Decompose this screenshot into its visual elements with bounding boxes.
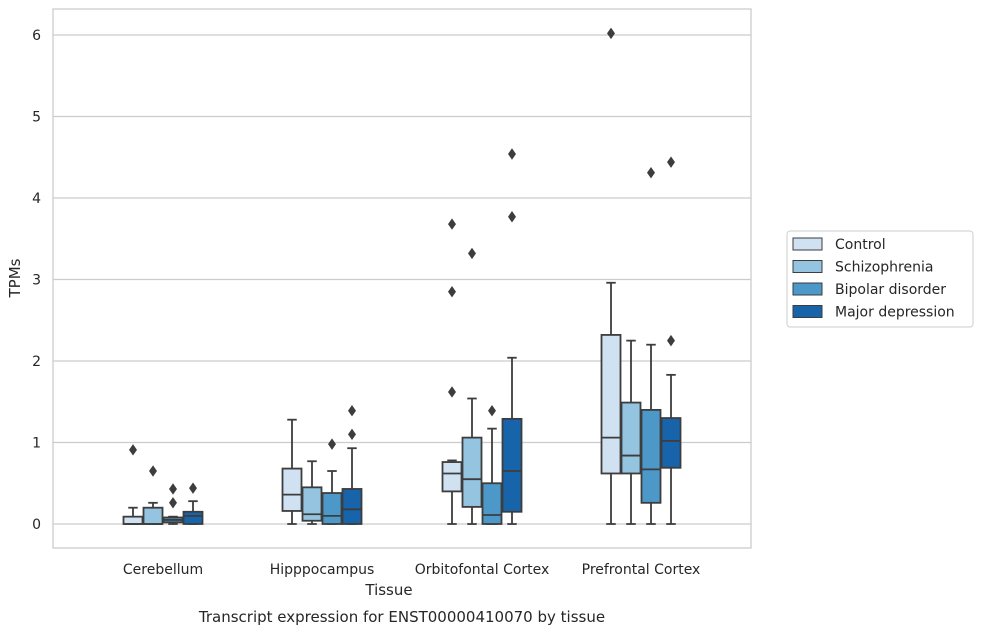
x-tick-label: Cerebellum: [123, 562, 203, 578]
box-group: [281, 418, 303, 525]
outlier-point: [448, 286, 456, 298]
series-bipolar-disorder: [162, 167, 662, 525]
outlier-point: [607, 27, 615, 40]
outlier-point: [348, 428, 356, 441]
outlier-point: [169, 497, 177, 509]
outlier-point: [348, 405, 356, 417]
box: [341, 488, 363, 525]
box: [122, 515, 144, 525]
box-group: [182, 482, 204, 525]
box: [441, 461, 463, 493]
box-group: [501, 148, 523, 525]
outlier-point: [189, 482, 197, 494]
x-tick-label: Orbitofontal Cortex: [415, 562, 550, 578]
x-axis-label: Tissue: [364, 581, 412, 599]
y-tick-label: 2: [32, 354, 41, 370]
box-group: [600, 27, 622, 525]
y-tick-labels: 0 1 2 3 4 5 6: [32, 28, 41, 533]
legend-label: Bipolar disorder: [835, 282, 946, 298]
outlier-point: [149, 465, 157, 477]
y-tick-label: 6: [32, 28, 41, 44]
y-tick-label: 3: [32, 273, 41, 289]
outlier-point: [468, 247, 476, 260]
series-major-depression: [182, 148, 682, 525]
x-tick-label: Hipppocampus: [270, 562, 375, 578]
legend-swatch: [792, 237, 823, 251]
outlier-point: [508, 211, 516, 223]
chart-caption: Transcript expression for ENST0000041007…: [198, 608, 605, 626]
y-axis-label: TPMs: [6, 258, 24, 298]
outlier-point: [667, 334, 675, 347]
outlier-point: [328, 438, 336, 450]
box-group: [162, 483, 184, 525]
box: [501, 417, 523, 513]
series-control: [122, 27, 622, 525]
legend-label: Control: [835, 237, 886, 253]
box-group: [301, 460, 323, 525]
box-group: [461, 247, 483, 525]
y-tick-label: 4: [32, 191, 41, 207]
box-group: [142, 465, 164, 525]
box-group: [481, 405, 503, 525]
legend-swatch: [792, 305, 823, 318]
y-tick-label: 1: [32, 436, 41, 452]
plot-area-frame: [52, 8, 752, 549]
box: [321, 492, 343, 525]
box-group: [321, 438, 343, 525]
legend-frame: [786, 230, 974, 328]
x-tick-labels: Cerebellum Hipppocampus Orbitofontal Corte…: [123, 562, 700, 578]
outlier-point: [488, 405, 496, 417]
legend: Control Schizophrenia Bipolar disorder Majo…: [786, 230, 974, 328]
legend-swatch: [792, 282, 823, 296]
box-group: [441, 218, 463, 525]
box-series: [122, 27, 682, 525]
outlier-point: [448, 218, 456, 230]
legend-label: Schizophrenia: [835, 260, 933, 276]
outlier-point: [129, 444, 137, 456]
box-group: [122, 444, 144, 525]
box: [620, 401, 642, 475]
box-group: [341, 405, 363, 525]
outlier-point: [508, 148, 516, 160]
outlier-point: [448, 386, 456, 398]
x-tick-label: Prefrontal Cortex: [582, 562, 701, 578]
series-schizophrenia: [142, 247, 642, 525]
outlier-point: [169, 483, 177, 495]
box: [461, 436, 483, 508]
outlier-point: [667, 156, 675, 168]
box-group: [620, 339, 642, 525]
box: [182, 510, 204, 525]
box: [481, 482, 503, 525]
box: [301, 486, 323, 522]
y-tick-label: 0: [32, 517, 41, 533]
legend-label: Major depression: [835, 305, 955, 321]
box: [640, 408, 662, 504]
box-group: [660, 156, 682, 525]
box-group: [640, 167, 662, 525]
outlier-point: [647, 167, 655, 179]
box: [142, 506, 164, 525]
box: [660, 417, 682, 469]
box: [281, 467, 303, 512]
legend-swatch: [792, 260, 823, 273]
box: [600, 334, 622, 475]
y-tick-label: 5: [32, 110, 41, 126]
